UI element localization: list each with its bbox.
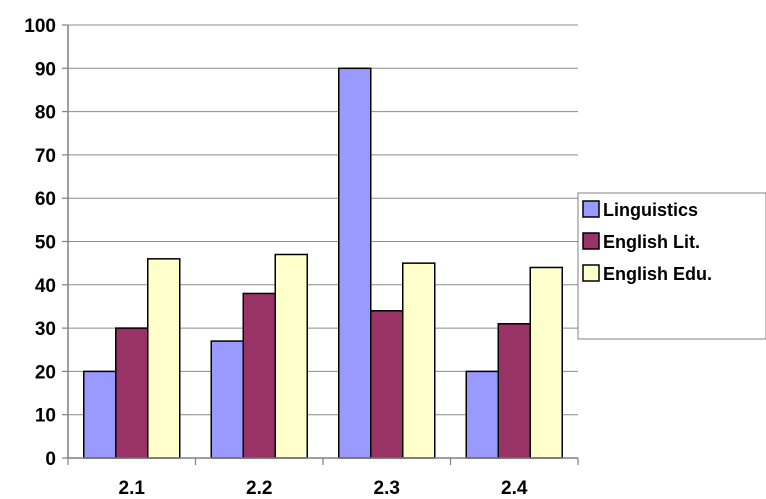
bar	[115, 327, 149, 459]
x-tick-label: 2.2	[246, 478, 272, 499]
y-tick-label: 90	[35, 59, 56, 80]
y-tick-label: 20	[35, 362, 56, 383]
bar	[242, 292, 276, 459]
x-tick-label: 2.4	[501, 478, 528, 499]
y-tick-label: 80	[35, 103, 56, 124]
bar	[274, 253, 308, 459]
x-axis-ticks: 2.1 2.2 2.3 2.4	[67, 458, 579, 499]
bar	[370, 310, 404, 459]
y-tick-label: 50	[35, 233, 56, 254]
bar	[402, 262, 436, 459]
legend: Linguistics English Lit. English Edu.	[577, 192, 766, 340]
bar	[147, 258, 181, 459]
y-axis-ticks: 0 10 20 30 40 50 60 70 80 90 100	[24, 16, 68, 470]
legend-label: English Lit.	[603, 232, 700, 252]
bar	[338, 67, 372, 459]
legend-swatch	[582, 232, 600, 250]
y-tick-label: 40	[35, 276, 56, 297]
y-tick-label: 60	[35, 189, 56, 210]
y-tick-label: 30	[35, 319, 56, 340]
legend-label: Linguistics	[603, 200, 698, 220]
bar	[465, 370, 499, 459]
bar	[497, 323, 531, 459]
y-tick-label: 70	[35, 146, 56, 167]
bar	[83, 370, 117, 459]
legend-label: English Edu.	[603, 264, 712, 284]
legend-box	[577, 192, 766, 340]
bar	[210, 340, 244, 459]
y-tick-label: 0	[45, 449, 56, 470]
y-tick-label: 10	[35, 406, 56, 427]
y-tick-label: 100	[24, 16, 56, 37]
x-tick-label: 2.1	[119, 478, 146, 499]
x-tick-label: 2.3	[374, 478, 400, 499]
bar	[529, 266, 563, 459]
bars	[83, 67, 563, 459]
legend-swatch	[582, 264, 600, 282]
legend-swatch	[582, 200, 600, 218]
